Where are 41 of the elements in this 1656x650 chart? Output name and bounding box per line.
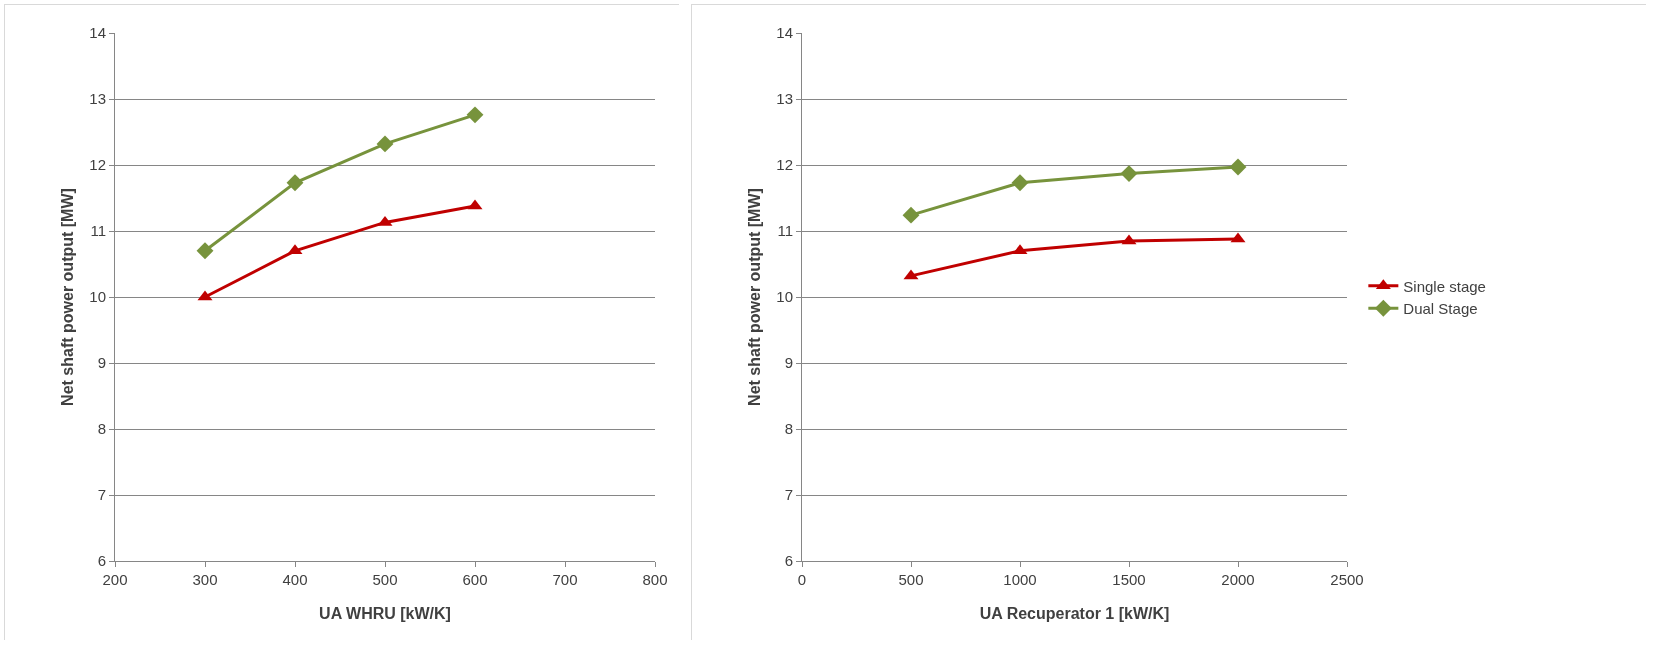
x-tick-label: 2500 xyxy=(1330,571,1364,588)
y-tick-label: 9 xyxy=(784,354,793,372)
y-tick-label: 8 xyxy=(97,420,106,438)
y-tick-label: 7 xyxy=(784,486,793,504)
y-tick-label: 12 xyxy=(776,156,793,174)
x-tick-label: 600 xyxy=(462,571,488,588)
x-tick-label: 1000 xyxy=(1003,571,1037,588)
y-axis-title: Net shaft power output [MW] xyxy=(746,188,763,406)
x-tick-label: 200 xyxy=(102,571,128,588)
legend-label: Single stage xyxy=(1403,277,1486,295)
x-axis-title: UA Recuperator 1 [kW/K] xyxy=(979,605,1170,622)
legend-label: Dual Stage xyxy=(1403,300,1478,318)
point xyxy=(376,135,394,153)
x-tick-label: 2000 xyxy=(1221,571,1255,588)
x-tick-label: 800 xyxy=(642,571,668,588)
x-tick-label: 400 xyxy=(282,571,308,588)
y-tick-label: 9 xyxy=(97,354,106,372)
y-tick-label: 10 xyxy=(776,288,793,306)
point xyxy=(466,106,484,124)
y-tick-label: 11 xyxy=(90,222,106,240)
y-tick-label: 7 xyxy=(97,486,106,504)
x-tick-label: 700 xyxy=(552,571,578,588)
x-tick-label: 0 xyxy=(797,571,807,588)
y-tick-label: 14 xyxy=(776,24,793,42)
x-tick-label: 1500 xyxy=(1112,571,1146,588)
y-tick-label: 11 xyxy=(777,222,793,240)
y-tick-label: 14 xyxy=(89,24,106,42)
y-tick-label: 8 xyxy=(784,420,793,438)
point xyxy=(196,242,214,260)
y-tick-label: 6 xyxy=(784,552,793,570)
x-tick-label: 300 xyxy=(192,571,218,588)
x-axis-title: UA WHRU [kW/K] xyxy=(319,605,451,622)
point xyxy=(286,174,304,192)
x-tick-label: 500 xyxy=(898,571,924,588)
y-tick-label: 12 xyxy=(89,156,106,174)
y-tick-label: 6 xyxy=(97,552,106,570)
y-tick-label: 10 xyxy=(89,288,106,306)
x-tick-label: 500 xyxy=(372,571,398,588)
y-axis-title: Net shaft power output [MW] xyxy=(59,188,76,406)
y-tick-label: 13 xyxy=(776,90,793,108)
y-tick-label: 13 xyxy=(89,90,106,108)
